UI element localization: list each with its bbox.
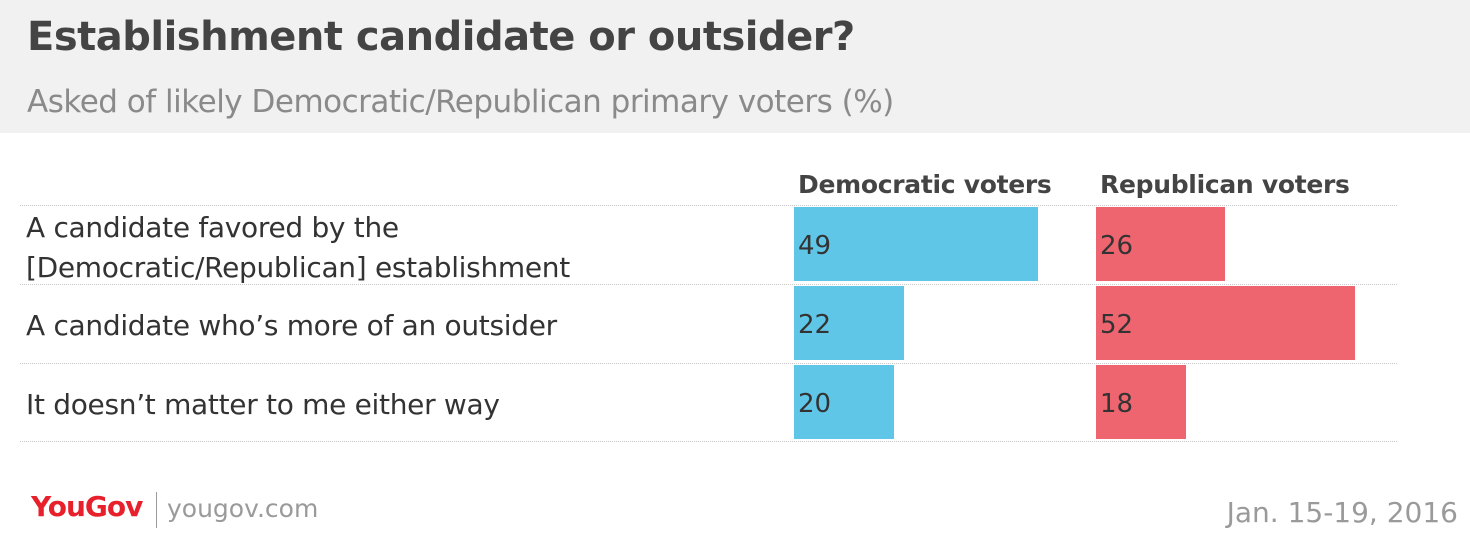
row-label-line: [Democratic/Republican] establishment [26,251,570,284]
logo-you-text: You [31,490,86,523]
row-label-doesnt-matter: It doesn’t matter to me either way [26,385,766,425]
bar-democratic-2 [794,365,894,439]
bar-republican-2 [1096,365,1186,439]
row-divider [20,284,1397,285]
logo-gov-text: Gov [84,490,143,523]
row-label-line: A candidate who’s more of an outsider [26,309,557,342]
legend-republican-voters: Republican voters [1100,170,1350,199]
bar-value-label-republican-1: 52 [1100,310,1134,340]
row-label-outsider: A candidate who’s more of an outsider [26,306,766,346]
bar-republican-1 [1096,286,1355,360]
bar-democratic-0 [794,207,1038,281]
bar-value-label-democratic-1: 22 [798,310,832,340]
legend-democratic-voters: Democratic voters [798,170,1052,199]
row-label-line: A candidate favored by the [26,211,399,244]
row-divider [20,363,1397,364]
row-label-establishment: A candidate favored by the [Democratic/R… [26,208,766,288]
bar-republican-0 [1096,207,1225,281]
row-divider [20,205,1397,206]
chart-subtitle: Asked of likely Democratic/Republican pr… [27,84,894,120]
bar-democratic-1 [794,286,904,360]
chart-title: Establishment candidate or outsider? [27,14,855,60]
yougov-logo: YouGov [31,490,143,523]
logo-separator [156,492,157,528]
bar-value-label-democratic-0: 49 [798,231,832,261]
row-divider [20,441,1397,442]
bar-value-label-democratic-2: 20 [798,389,832,419]
row-label-line: It doesn’t matter to me either way [26,388,500,421]
footer-date: Jan. 15-19, 2016 [1226,496,1458,529]
bar-value-label-republican-2: 18 [1100,389,1134,419]
footer-site-link[interactable]: yougov.com [167,494,319,523]
header-band: Establishment candidate or outsider? Ask… [0,0,1470,133]
bar-value-label-republican-0: 26 [1100,231,1134,261]
